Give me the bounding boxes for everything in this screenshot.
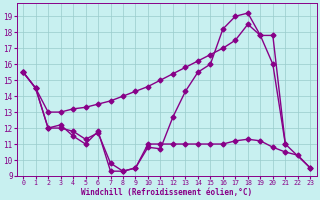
- X-axis label: Windchill (Refroidissement éolien,°C): Windchill (Refroidissement éolien,°C): [81, 188, 252, 197]
